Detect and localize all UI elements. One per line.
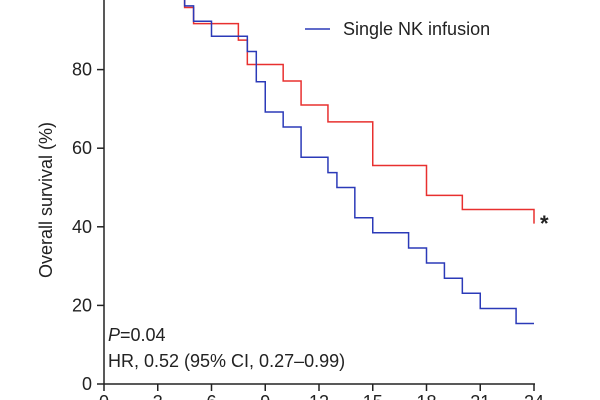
p-label: P bbox=[108, 325, 120, 345]
p-value: =0.04 bbox=[120, 325, 166, 345]
x-tick-label-21: 21 bbox=[470, 392, 490, 400]
axes: 0 20 40 60 80 0 3 6 9 12 15 18 21 24 bbox=[72, 0, 544, 400]
x-tick-label-15: 15 bbox=[363, 392, 383, 400]
y-tick-label-80: 80 bbox=[72, 60, 92, 80]
y-tick-label-20: 20 bbox=[72, 295, 92, 315]
hazard-ratio-annotation: HR, 0.52 (95% CI, 0.27–0.99) bbox=[108, 351, 345, 371]
y-tick-label-40: 40 bbox=[72, 217, 92, 237]
p-value-annotation: P=0.04 bbox=[108, 325, 166, 345]
legend-label-single-nk: Single NK infusion bbox=[343, 19, 490, 39]
x-tick-label-0: 0 bbox=[99, 392, 109, 400]
x-tick-label-9: 9 bbox=[260, 392, 270, 400]
y-tick-label-0: 0 bbox=[82, 374, 92, 394]
y-axis-label: Overall survival (%) bbox=[36, 122, 56, 278]
x-tick-label-24: 24 bbox=[524, 392, 544, 400]
x-tick-label-6: 6 bbox=[206, 392, 216, 400]
survival-curve-series-2 bbox=[183, 0, 534, 325]
legend: Single NK infusion bbox=[305, 19, 490, 39]
x-tick-label-18: 18 bbox=[416, 392, 436, 400]
x-tick-label-12: 12 bbox=[309, 392, 329, 400]
x-tick-label-3: 3 bbox=[153, 392, 163, 400]
y-tick-label-60: 60 bbox=[72, 138, 92, 158]
significance-marker: * bbox=[540, 211, 549, 236]
plot-area bbox=[183, 0, 535, 325]
